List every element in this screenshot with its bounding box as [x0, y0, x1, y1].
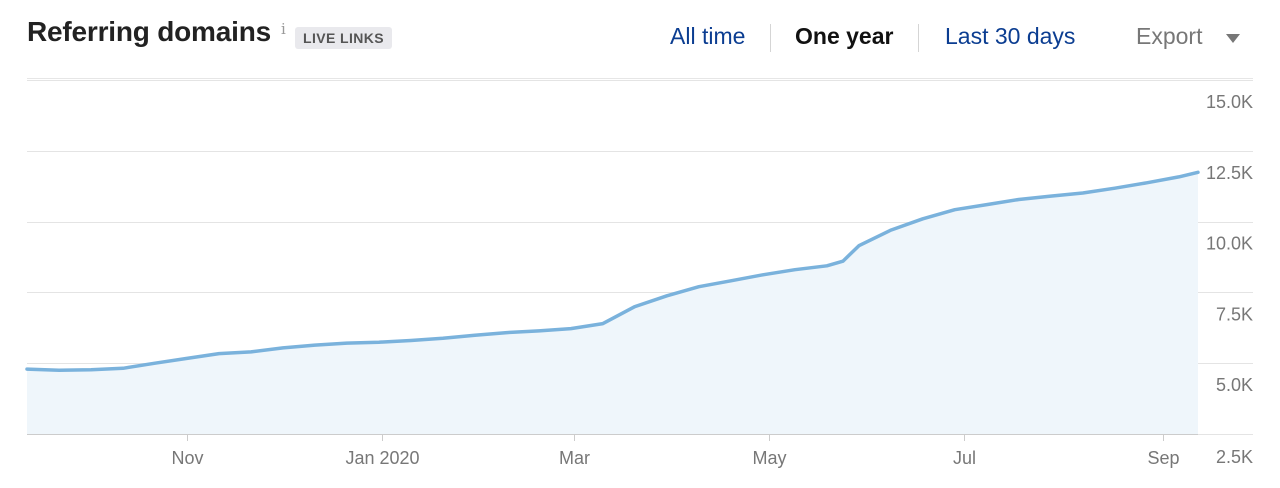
header-divider	[27, 78, 1253, 79]
y-tick-label: 7.5K	[1216, 304, 1253, 324]
y-tick-label: 10.0K	[1206, 234, 1253, 254]
range-all-time[interactable]: All time	[670, 23, 746, 49]
y-tick-label: 5.0K	[1216, 375, 1253, 395]
y-tick-label: 2.5K	[1216, 447, 1253, 467]
panel-header: Referring domains i LIVE LINKS All time …	[0, 0, 1280, 78]
live-links-badge: LIVE LINKS	[295, 27, 393, 49]
x-tick-label: Nov	[171, 448, 203, 468]
x-axis: Nov Jan 2020 Mar May Jul Sep	[27, 434, 1198, 468]
x-tick-label: Jan 2020	[345, 448, 419, 468]
x-tick-label: Sep	[1147, 448, 1179, 468]
x-tick-label: Jul	[953, 448, 976, 468]
range-separator	[918, 24, 919, 52]
x-tick-label: May	[752, 448, 786, 468]
range-last-30-days[interactable]: Last 30 days	[945, 23, 1076, 49]
x-tick-label: Mar	[559, 448, 590, 468]
y-axis: 2.5K 5.0K 7.5K 10.0K 12.5K 15.0K	[1206, 92, 1253, 467]
chevron-down-icon[interactable]	[1226, 34, 1240, 43]
range-separator	[770, 24, 771, 52]
info-icon[interactable]: i	[281, 20, 286, 38]
series-area	[27, 172, 1198, 435]
series-line[interactable]	[25, 170, 1200, 373]
export-button[interactable]: Export	[1136, 23, 1203, 49]
panel-title: Referring domains	[27, 16, 271, 47]
y-tick-label: 12.5K	[1206, 163, 1253, 183]
y-tick-label: 15.0K	[1206, 92, 1253, 112]
range-one-year[interactable]: One year	[795, 23, 894, 49]
